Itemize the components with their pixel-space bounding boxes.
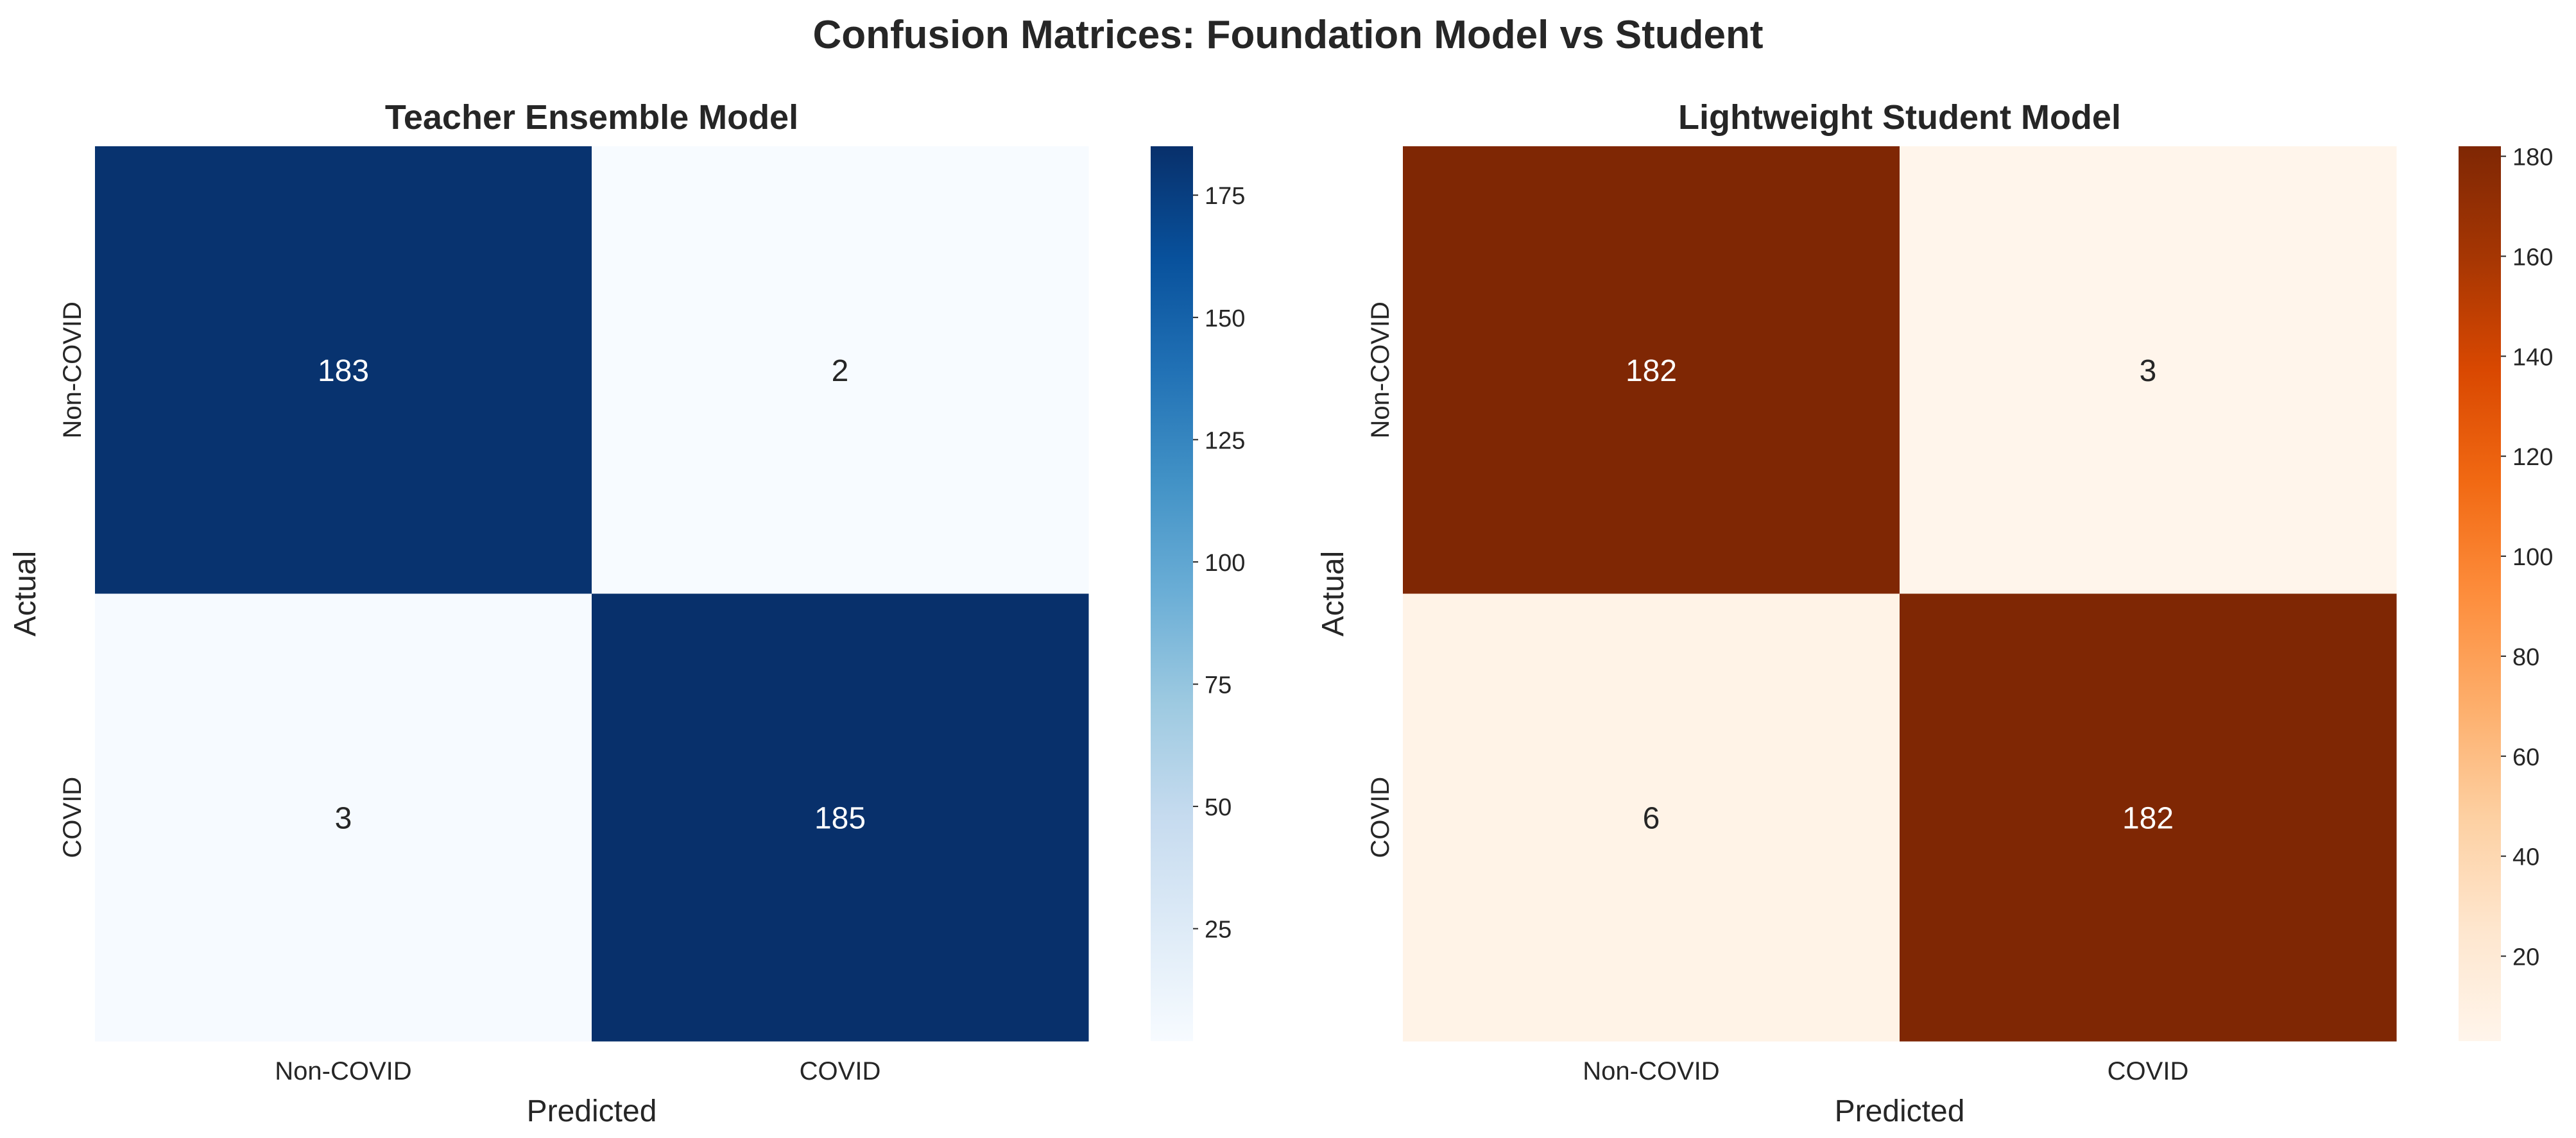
cell-value-label: 3	[335, 801, 352, 835]
y-axis-label: Actual	[1316, 551, 1350, 636]
colorbar-tick-label: 100	[1205, 550, 1245, 577]
subplot-title: Lightweight Student Model	[1678, 98, 2121, 137]
x-tick-label: Non-COVID	[1583, 1057, 1719, 1085]
colorbar-tick-label: 60	[2512, 744, 2539, 771]
figure-title: Confusion Matrices: Foundation Model vs …	[812, 13, 1763, 57]
colorbar-tick-label: 125	[1205, 427, 1245, 454]
colorbar	[1151, 146, 1193, 1041]
heatmap-cell	[592, 146, 1089, 594]
colorbar-tick-label: 180	[2512, 144, 2553, 171]
heatmap-cell	[1403, 593, 1900, 1042]
colorbar-tick-label: 120	[2512, 444, 2553, 471]
cell-value-label: 182	[2122, 801, 2174, 835]
x-tick-label: COVID	[2108, 1057, 2189, 1085]
heatmap-cell	[1900, 593, 2397, 1042]
heatmap-cell	[1403, 146, 1900, 594]
y-tick-label: Non-COVID	[58, 301, 87, 438]
x-axis-label: Predicted	[527, 1094, 657, 1128]
colorbar-tick-label: 100	[2512, 544, 2553, 571]
colorbar-tick-label: 25	[1205, 917, 1232, 944]
subplot-title: Teacher Ensemble Model	[385, 98, 798, 137]
cell-value-label: 182	[1626, 354, 1677, 388]
colorbar-tick-label: 160	[2512, 244, 2553, 271]
colorbar-tick-label: 140	[2512, 344, 2553, 371]
colorbar-tick-label: 20	[2512, 944, 2539, 971]
x-axis-label: Predicted	[1835, 1094, 1965, 1128]
y-tick-label: COVID	[1366, 777, 1395, 858]
colorbar-tick-label: 40	[2512, 844, 2539, 871]
cell-value-label: 183	[318, 354, 369, 388]
colorbar-tick-label: 50	[1205, 794, 1232, 821]
heatmap-cell	[95, 593, 592, 1042]
cell-value-label: 2	[832, 354, 849, 388]
colorbar-tick-label: 75	[1205, 672, 1232, 699]
y-axis-label: Actual	[8, 551, 42, 636]
colorbar-tick-label: 150	[1205, 305, 1245, 332]
cell-value-label: 185	[814, 801, 866, 835]
y-tick-label: Non-COVID	[1366, 301, 1395, 438]
y-tick-label: COVID	[58, 777, 87, 858]
heatmap-cell	[592, 593, 1089, 1042]
heatmap-cell	[95, 146, 592, 594]
x-tick-label: COVID	[800, 1057, 881, 1085]
colorbar	[2459, 146, 2501, 1041]
x-tick-label: Non-COVID	[275, 1057, 411, 1085]
cell-value-label: 6	[1643, 801, 1660, 835]
cell-value-label: 3	[2140, 354, 2157, 388]
colorbar-tick-label: 175	[1205, 183, 1245, 210]
heatmap-cell	[1900, 146, 2397, 594]
colorbar-tick-label: 80	[2512, 644, 2539, 671]
